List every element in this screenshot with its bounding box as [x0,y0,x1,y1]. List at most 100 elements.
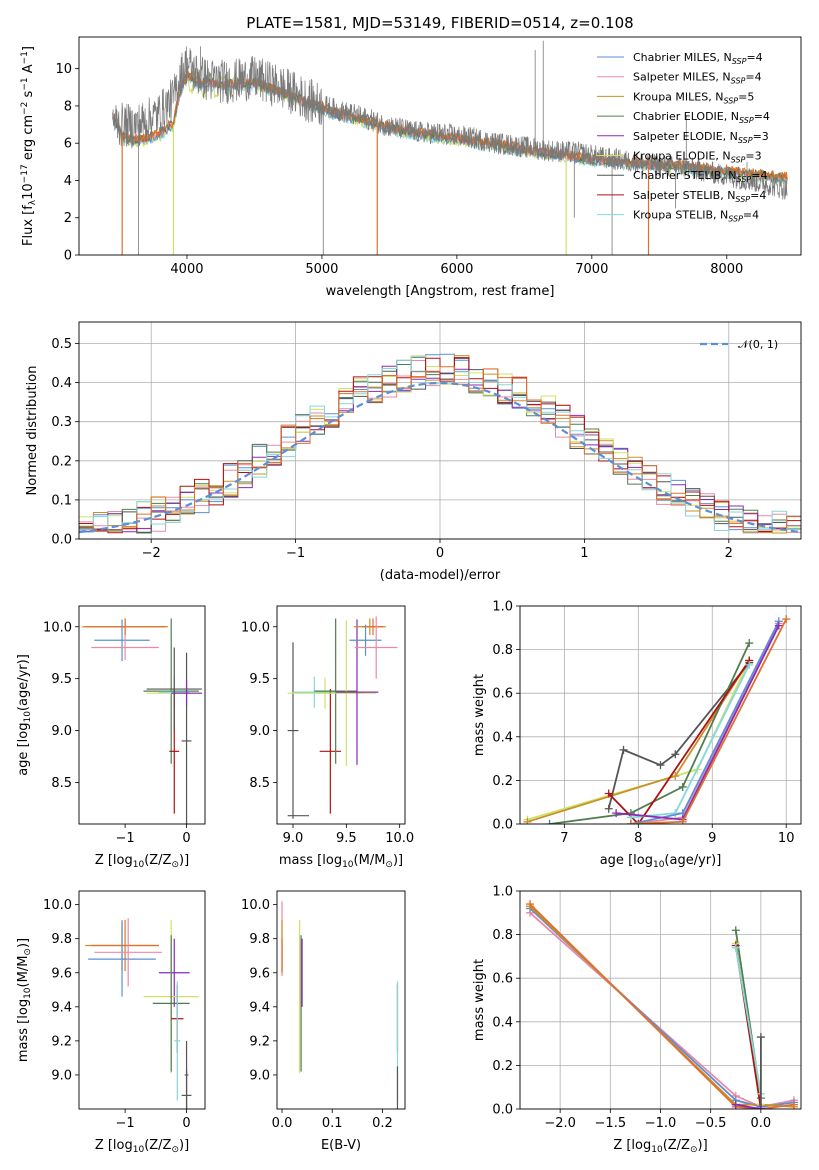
label-part: 10 [653,860,665,870]
mass-weight-marker [774,621,783,630]
x-axis-label: E(B-V) [321,1138,361,1153]
x-axis-label: (data-model)/error [380,568,501,583]
y-axis-label: age [log10(age/yr)] [16,654,33,776]
legend-part: =4 [751,169,767,182]
y-axis-label: mass weight [472,674,487,756]
y-tick-label: 9.0 [249,724,270,739]
y-tick-label: 0.6 [492,687,513,702]
legend-part: SSP [723,96,738,105]
spectrum-panel: 4000 5000 6000 7000 8000 0 2 4 6 8 10 wavelength [A… [20,36,802,299]
y-tick-label: 0.0 [492,818,513,833]
y-tick-label: 0.8 [492,928,513,943]
mass-weight-marker [789,1100,798,1109]
mass-weight-marker [756,1033,765,1042]
legend-entry: Salpeter STELIB, NSSP=4 [633,189,766,204]
label-part: A [21,64,36,77]
label-part: −1 [20,51,30,64]
label-part: 10 [23,711,33,723]
legend-part: SSP [732,57,747,66]
residuals-panel: −2 −1 0 1 2 0.0 0.1 0.2 0.3 0.4 0.5 (data-model)/er… [25,321,802,583]
mass-weight-marker [745,660,754,669]
y-tick-label: 0.2 [492,1059,513,1074]
label-part: ⊙ [23,948,33,956]
y-tick-label: 9.2 [249,1034,270,1049]
x-tick-label: 0 [436,546,444,561]
y-axis-label: mass [log10(M/M⊙)] [16,938,33,1062]
mass-vs-extinction-panel: 0.0 0.1 0.2 9.0 9.2 9.4 9.6 9.8 10.0 E(B-V) [241,890,406,1153]
x-axis-label: Z [log10(Z/Z⊙)] [95,853,189,870]
mass-weight-marker [526,900,535,909]
y-tick-label: 4 [64,174,72,189]
legend-part: Chabrier MILES, N [633,51,732,64]
label-part: mass [log [279,853,342,868]
mass-weight-marker [671,750,680,759]
x-tick-label: 8 [634,831,642,846]
label-part: )] [179,1138,189,1153]
mass-weight-marker [604,804,613,813]
x-tick-label: −2.0 [544,1116,576,1131]
label-part: (age/yr)] [16,654,31,711]
label-part: mass [log [16,999,31,1062]
x-tick-label: −1 [286,546,305,561]
plot-area [85,918,199,1109]
observed-spectrum-line [112,46,788,200]
plot-frame [78,321,802,540]
y-tick-label: 10 [55,62,72,77]
label-part: ⊙ [385,860,393,870]
legend-part: SSP [735,195,750,204]
y-tick-label: 9.8 [249,932,270,947]
y-tick-label: 8.5 [249,776,270,791]
legend-part: =4 [750,189,766,202]
y-tick-label: 9.6 [249,966,270,981]
legend-part: SSP [737,175,752,184]
x-tick-label: 0.2 [372,1116,393,1131]
label-part: )] [179,853,189,868]
mass-weight-line [549,642,751,824]
x-tick-label: 0 [182,1116,190,1131]
mass-weight-marker [678,782,687,791]
mass-weight-marker [523,817,532,824]
label-part: −2 [20,102,30,115]
label-part: −17 [20,164,30,183]
y-tick-label: 0 [64,249,72,264]
legend-part: =5 [738,90,754,103]
plot-frame [519,890,802,1110]
mass-weight-line [529,905,795,1108]
legend-part: Salpeter ELODIE, N [633,130,738,143]
legend-part: Salpeter MILES, N [633,71,731,84]
x-tick-label: 1 [580,546,588,561]
x-tick-label: 9.0 [283,831,304,846]
mass-weight-line [616,625,780,821]
mass-weight-marker [619,745,628,754]
x-tick-label: 10 [778,831,795,846]
mass-weight-line [529,907,795,1108]
legend-entry: Salpeter ELODIE, NSSP=3 [633,130,769,145]
label-part: ] [21,46,36,51]
x-tick-label: −1.5 [595,1116,627,1131]
plot-area [112,40,788,255]
y-tick-label: 9.5 [249,672,270,687]
legend-entry: Chabrier STELIB, NSSP=4 [633,169,767,184]
y-tick-label: 10.0 [241,620,270,635]
label-part: 10 [133,860,145,870]
mass-weight-marker [731,926,740,935]
label-part: 10 [23,987,33,999]
mass-weight-line [608,659,750,824]
x-tick-label: 8000 [710,262,743,277]
y-tick-label: 9.2 [51,1034,72,1049]
mass-weight-marker [731,943,740,952]
label-part: ⊙ [171,1145,179,1155]
gaussian-curve [79,381,801,534]
plot-frame [276,890,406,1110]
plot-area [526,900,798,1109]
mass-weight-marker [612,809,621,818]
mass-weight-marker [756,1105,765,1109]
x-axis-label: mass [log10(M/M⊙)] [279,853,403,870]
label-part: λ [28,199,38,205]
label-part: ⊙ [690,1145,698,1155]
x-tick-label: 6000 [440,262,473,277]
mass-weight-line [734,947,762,1094]
mass-weight-line [529,903,795,1109]
label-part: age [log [16,723,31,776]
